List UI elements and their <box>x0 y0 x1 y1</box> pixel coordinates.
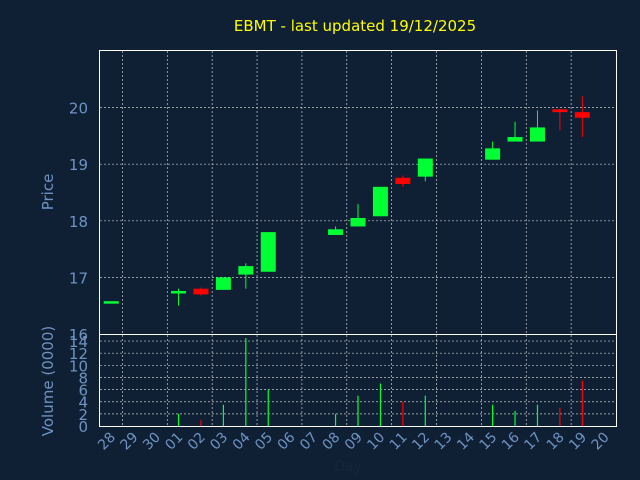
candle-body <box>529 127 545 142</box>
candle-body <box>328 229 344 235</box>
candle-body <box>372 186 388 217</box>
price-tick-label: 20 <box>69 100 88 118</box>
day-axis-ticks: 2829300102030405060708091011121314151617… <box>95 429 612 453</box>
volume-tick-label: 6 <box>78 382 88 400</box>
price-axis-ticks: 16 17 18 19 20 <box>69 100 88 344</box>
volume-tick-label: 10 <box>69 357 88 375</box>
candle-body <box>417 158 433 177</box>
volume-tick-label: 12 <box>69 345 88 363</box>
volume-axis-label: Volume (0000) <box>39 326 57 436</box>
candle-body <box>350 217 366 227</box>
volume-tick-label: 2 <box>78 406 88 424</box>
candle-body <box>215 277 231 290</box>
volume-tick-label: 0 <box>78 418 88 436</box>
price-tick-label: 18 <box>69 213 88 231</box>
candle-body <box>507 137 523 142</box>
volume-bars <box>177 338 583 426</box>
candle-body <box>193 288 209 295</box>
candle-body <box>238 266 254 275</box>
price-tick-label: 16 <box>69 326 88 344</box>
price-axis-label: Price <box>39 174 57 211</box>
candle-body <box>395 177 411 185</box>
candle-body <box>485 148 501 160</box>
volume-tick-label: 14 <box>69 333 88 351</box>
x-axis-label: Day <box>334 459 362 475</box>
candle-body <box>552 109 568 113</box>
candle-body <box>171 290 187 294</box>
chart-title: EBMT - last updated 19/12/2025 <box>234 17 476 35</box>
volume-panel-frame <box>99 334 617 427</box>
volume-tick-label: 8 <box>78 369 88 387</box>
price-candles <box>103 96 590 306</box>
volume-tick-label: 4 <box>78 394 88 412</box>
candle-body <box>574 112 590 118</box>
candle-body <box>103 301 119 304</box>
candle-body <box>260 232 276 272</box>
price-tick-label: 19 <box>69 156 88 174</box>
price-tick-label: 17 <box>69 269 88 287</box>
